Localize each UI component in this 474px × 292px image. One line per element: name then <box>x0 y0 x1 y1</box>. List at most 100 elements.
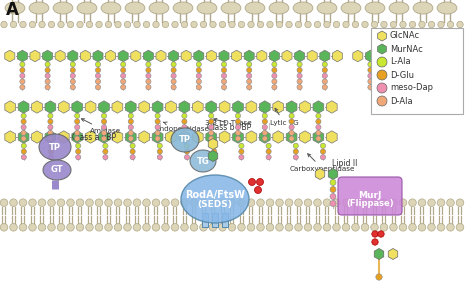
Circle shape <box>371 199 378 206</box>
Circle shape <box>320 143 326 148</box>
Circle shape <box>155 113 160 118</box>
Circle shape <box>295 21 301 28</box>
Circle shape <box>181 199 188 206</box>
Circle shape <box>378 231 384 237</box>
Polygon shape <box>43 50 53 62</box>
Circle shape <box>246 62 252 67</box>
Polygon shape <box>353 50 363 62</box>
Text: RodA/FtsW: RodA/FtsW <box>185 190 245 200</box>
Circle shape <box>157 149 163 154</box>
Circle shape <box>101 125 107 130</box>
Circle shape <box>285 223 293 231</box>
Circle shape <box>393 67 398 73</box>
Circle shape <box>21 149 27 154</box>
Text: Endopeptidase: Endopeptidase <box>155 122 209 132</box>
Polygon shape <box>5 101 16 113</box>
Circle shape <box>293 143 299 148</box>
Circle shape <box>372 239 378 245</box>
Text: TP: TP <box>179 135 191 145</box>
Circle shape <box>443 85 448 90</box>
Circle shape <box>246 85 252 90</box>
Circle shape <box>21 119 26 124</box>
Circle shape <box>182 119 187 124</box>
Circle shape <box>295 199 302 206</box>
Circle shape <box>272 62 277 67</box>
Circle shape <box>20 62 25 67</box>
Polygon shape <box>99 131 109 143</box>
Polygon shape <box>259 131 270 143</box>
Circle shape <box>48 130 53 135</box>
Circle shape <box>70 67 75 73</box>
Polygon shape <box>99 101 109 113</box>
Circle shape <box>248 178 255 185</box>
Circle shape <box>45 62 50 67</box>
Polygon shape <box>233 131 243 143</box>
Polygon shape <box>233 101 243 113</box>
Polygon shape <box>374 248 384 260</box>
Circle shape <box>48 223 55 231</box>
Circle shape <box>380 223 388 231</box>
Circle shape <box>182 136 187 141</box>
Circle shape <box>266 154 271 160</box>
Polygon shape <box>286 101 297 113</box>
Circle shape <box>228 223 236 231</box>
Circle shape <box>0 199 8 206</box>
Circle shape <box>377 96 387 106</box>
Circle shape <box>124 199 131 206</box>
Circle shape <box>304 223 312 231</box>
Polygon shape <box>32 131 42 143</box>
Circle shape <box>419 21 425 28</box>
Circle shape <box>211 154 217 160</box>
Circle shape <box>21 136 26 141</box>
Circle shape <box>146 79 151 84</box>
Circle shape <box>447 223 454 231</box>
Polygon shape <box>365 50 375 62</box>
Circle shape <box>95 199 103 206</box>
Circle shape <box>418 85 423 90</box>
Polygon shape <box>112 131 123 143</box>
Polygon shape <box>320 50 330 62</box>
Circle shape <box>372 231 378 237</box>
Circle shape <box>393 73 398 78</box>
Circle shape <box>38 199 46 206</box>
Circle shape <box>45 79 50 84</box>
Polygon shape <box>391 50 401 62</box>
Circle shape <box>262 125 267 130</box>
Polygon shape <box>32 101 42 113</box>
Circle shape <box>361 223 369 231</box>
Polygon shape <box>273 131 283 143</box>
Circle shape <box>9 223 17 231</box>
Ellipse shape <box>43 160 71 180</box>
Circle shape <box>368 67 373 73</box>
Circle shape <box>181 21 188 28</box>
Circle shape <box>153 21 159 28</box>
Circle shape <box>289 130 294 135</box>
Polygon shape <box>131 50 141 62</box>
Polygon shape <box>403 50 413 62</box>
Ellipse shape <box>149 2 169 14</box>
Polygon shape <box>18 50 27 62</box>
Text: Lytic TG: Lytic TG <box>270 108 299 126</box>
Circle shape <box>201 21 207 28</box>
FancyBboxPatch shape <box>371 28 463 114</box>
Polygon shape <box>315 168 325 180</box>
Ellipse shape <box>197 2 217 14</box>
Circle shape <box>45 85 50 90</box>
Circle shape <box>376 274 382 280</box>
Circle shape <box>182 125 187 130</box>
Circle shape <box>70 79 75 84</box>
Circle shape <box>272 73 277 78</box>
Circle shape <box>74 136 80 141</box>
Ellipse shape <box>317 2 337 14</box>
Polygon shape <box>219 50 229 62</box>
Circle shape <box>172 21 178 28</box>
Polygon shape <box>72 101 82 113</box>
Circle shape <box>196 73 201 78</box>
Circle shape <box>95 62 100 67</box>
Circle shape <box>377 70 387 80</box>
Circle shape <box>314 223 321 231</box>
Circle shape <box>19 223 27 231</box>
Circle shape <box>211 149 217 154</box>
Circle shape <box>272 67 277 73</box>
Circle shape <box>262 119 267 124</box>
